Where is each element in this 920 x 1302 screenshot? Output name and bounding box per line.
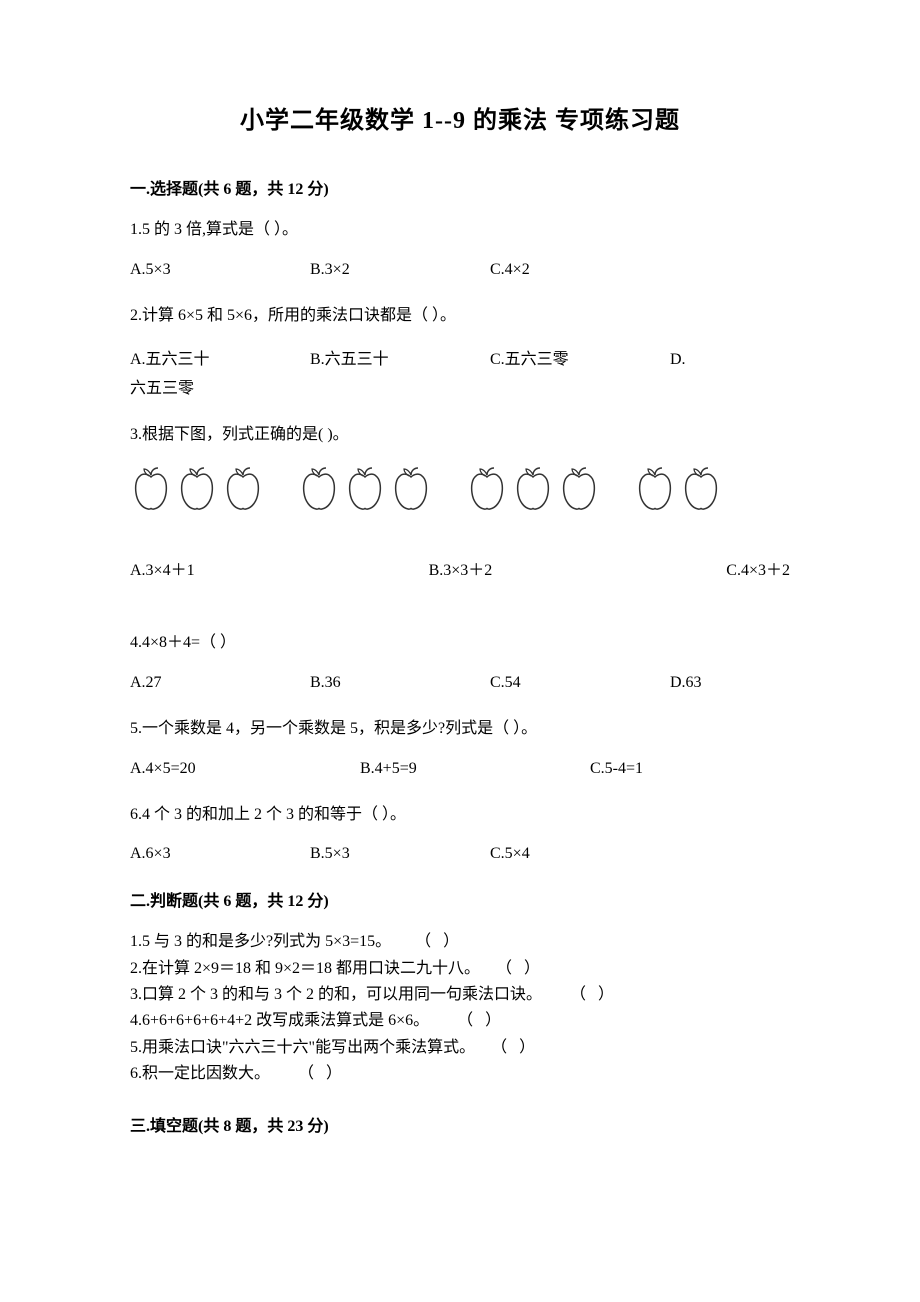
apple-icon <box>512 465 554 516</box>
q2-text: 2.计算 6×5 和 5×6，所用的乘法口诀都是（ ）。 <box>130 303 790 329</box>
q2-opt-b: B.六五三十 <box>310 346 490 375</box>
q3-options: A.3×4＋1 B.3×3＋2 C.4×3＋2 <box>130 556 790 580</box>
q6-opt-c: C.5×4 <box>490 845 670 863</box>
q5-opt-b: B.4+5=9 <box>360 760 590 778</box>
apple-icon <box>634 465 676 516</box>
q3-opt-c: C.4×3＋2 <box>726 556 790 580</box>
apple-icon <box>680 465 722 516</box>
q1-text: 1.5 的 3 倍,算式是（ ）。 <box>130 217 790 243</box>
q4-opt-b: B.36 <box>310 674 490 692</box>
apple-icon <box>466 465 508 516</box>
apple-icon <box>298 465 340 516</box>
q1-opt-b: B.3×2 <box>310 261 490 279</box>
apple-icon <box>558 465 600 516</box>
apple-group <box>298 465 432 516</box>
q5-opt-a: A.4×5=20 <box>130 760 360 778</box>
q2-opt-d-wrap: 六五三零 <box>130 375 790 404</box>
judge-item: 2.在计算 2×9＝18 和 9×2＝18 都用口诀二九十八。 （ ） <box>130 956 790 982</box>
section2-header: 二.判断题(共 6 题，共 12 分) <box>130 887 790 911</box>
judge-item: 4.6+6+6+6+6+4+2 改写成乘法算式是 6×6。 （ ） <box>130 1008 790 1034</box>
q4-opt-d: D.63 <box>670 674 750 692</box>
apple-icon <box>344 465 386 516</box>
judge-item: 6.积一定比因数大。 （ ） <box>130 1061 790 1087</box>
q6-opt-b: B.5×3 <box>310 845 490 863</box>
q2-opt-c: C.五六三零 <box>490 346 670 375</box>
judge-item: 5.用乘法口诀"六六三十六"能写出两个乘法算式。 （ ） <box>130 1035 790 1061</box>
section3-header: 三.填空题(共 8 题，共 23 分) <box>130 1112 790 1136</box>
q3-opt-a: A.3×4＋1 <box>130 556 195 580</box>
section1-header: 一.选择题(共 6 题，共 12 分) <box>130 175 790 199</box>
q4-text: 4.4×8＋4=（ ） <box>130 630 790 656</box>
q3-text: 3.根据下图，列式正确的是( )。 <box>130 422 790 448</box>
q2-opt-d: D. <box>670 346 686 375</box>
judge-list: 1.5 与 3 的和是多少?列式为 5×3=15。 （ ）2.在计算 2×9＝1… <box>130 929 790 1087</box>
judge-item: 1.5 与 3 的和是多少?列式为 5×3=15。 （ ） <box>130 929 790 955</box>
apple-diagram <box>130 465 790 516</box>
q5-text: 5.一个乘数是 4，另一个乘数是 5，积是多少?列式是（ ）。 <box>130 716 790 742</box>
apple-group <box>466 465 600 516</box>
q3-opt-b: B.3×3＋2 <box>429 556 493 580</box>
q4-opt-a: A.27 <box>130 674 310 692</box>
q1-opt-c: C.4×2 <box>490 261 670 279</box>
apple-icon <box>130 465 172 516</box>
q4-options: A.27 B.36 C.54 D.63 <box>130 674 790 692</box>
q6-text: 6.4 个 3 的和加上 2 个 3 的和等于（ ）。 <box>130 802 790 828</box>
apple-group <box>130 465 264 516</box>
q4-opt-c: C.54 <box>490 674 670 692</box>
q1-options: A.5×3 B.3×2 C.4×2 <box>130 261 790 279</box>
apple-icon <box>222 465 264 516</box>
page-title: 小学二年级数学 1--9 的乘法 专项练习题 <box>130 100 790 135</box>
apple-icon <box>390 465 432 516</box>
q5-opt-c: C.5-4=1 <box>590 760 770 778</box>
q2-opt-a: A.五六三十 <box>130 346 310 375</box>
q1-opt-a: A.5×3 <box>130 261 310 279</box>
apple-icon <box>176 465 218 516</box>
apple-group <box>634 465 722 516</box>
q6-opt-a: A.6×3 <box>130 845 310 863</box>
q6-options: A.6×3 B.5×3 C.5×4 <box>130 845 790 863</box>
q5-options: A.4×5=20 B.4+5=9 C.5-4=1 <box>130 760 790 778</box>
q2-options: A.五六三十 B.六五三十 C.五六三零 D. 六五三零 <box>130 346 790 404</box>
judge-item: 3.口算 2 个 3 的和与 3 个 2 的和，可以用同一句乘法口诀。 （ ） <box>130 982 790 1008</box>
